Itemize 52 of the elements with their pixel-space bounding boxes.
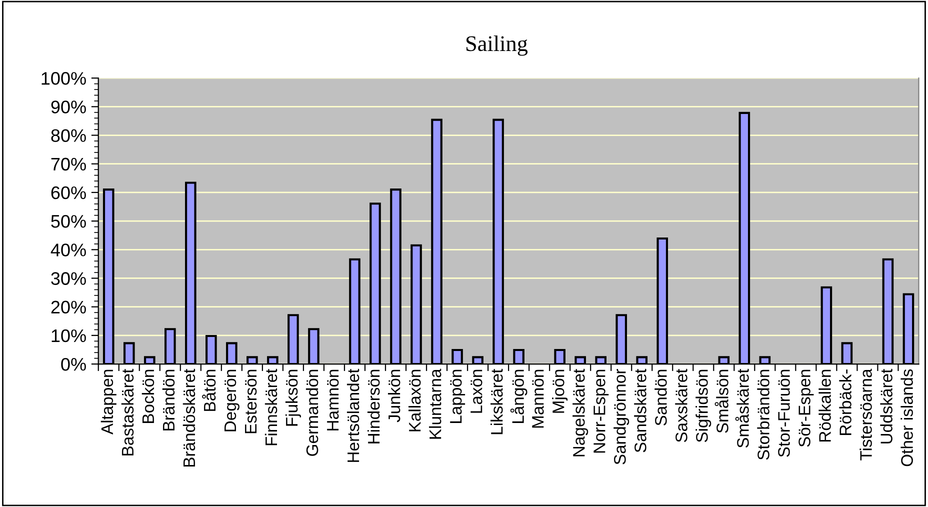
x-tick-label: Finnskäret	[264, 368, 278, 446]
x-tick-label: Mannön	[532, 370, 544, 428]
x-tick-label: Brändöskäret	[182, 368, 196, 467]
x-tick-label: Lappön	[450, 370, 466, 423]
x-tick-label: Altappen	[100, 370, 116, 435]
x-tick-label: Laxön	[470, 370, 482, 413]
y-tick-label: 10%	[52, 329, 86, 342]
y-tick-label: 100%	[42, 72, 86, 85]
x-tick-label: Other islands	[900, 369, 913, 466]
y-tick-label: 80%	[51, 129, 86, 142]
x-tick-label: Långön	[510, 370, 528, 423]
x-tick-label: Hindersön	[367, 370, 380, 444]
x-tick-label: Bockön	[142, 370, 154, 423]
x-tick-label: Rörbäck-	[839, 369, 852, 435]
x-tick-label: Rödkallen	[818, 370, 831, 442]
x-tick-label: Hamnön	[327, 370, 339, 430]
x-tick-label: Estersön	[245, 370, 257, 434]
x-tick-label: Sör-Espen	[798, 370, 814, 447]
x-tick-label: Hertsölandet	[346, 368, 360, 462]
x-tick-label: Junkön	[388, 370, 400, 422]
y-tick-label: 90%	[51, 100, 86, 114]
y-tick-label: 20%	[51, 300, 86, 314]
x-tick-label: Saxskäret	[675, 368, 688, 442]
x-tick-label: Kluntarna	[428, 368, 442, 439]
x-tick-label: Sigfridsön	[696, 370, 712, 442]
x-tick-label: Tistersöarna	[860, 368, 872, 460]
x-tick-label: Fjuksön	[285, 370, 301, 426]
x-tick-label: Nagelskäret	[572, 368, 588, 456]
x-tick-label: Norr-Espen	[594, 370, 609, 453]
y-tick-label: 0%	[61, 358, 86, 371]
x-tick-label: Germandön	[306, 370, 318, 456]
x-tick-label: Sandön	[654, 370, 667, 426]
y-tick-label: 40%	[50, 244, 86, 256]
x-tick-label: Bastaskäret	[121, 368, 134, 456]
x-tick-label: Likskäret	[490, 368, 503, 434]
x-tick-label: Sandgrönnor	[614, 369, 630, 464]
y-tick-label: 70%	[51, 158, 86, 171]
chart-title: Sailing	[466, 36, 528, 56]
x-tick-label: Stor-Furuön	[778, 370, 790, 457]
x-tick-label: Storbrändön	[757, 370, 770, 460]
x-tick-label: Småskäret	[735, 368, 749, 448]
x-tick-label: Mjoön	[552, 370, 568, 413]
x-tick-label: Sandskäret	[634, 368, 646, 452]
x-tick-label: Uddskäret	[880, 368, 892, 444]
x-tick-label: Båtön	[202, 370, 216, 411]
x-tick-label: Kallaxön	[408, 370, 421, 432]
x-tick-label: Brändön	[162, 370, 175, 430]
y-tick-label: 50%	[51, 214, 86, 228]
y-tick-label: 60%	[51, 186, 86, 200]
y-tick-label: 30%	[51, 272, 86, 285]
x-tick-label: Degerön	[224, 370, 240, 432]
x-tick-label: Smålsön	[714, 370, 728, 433]
